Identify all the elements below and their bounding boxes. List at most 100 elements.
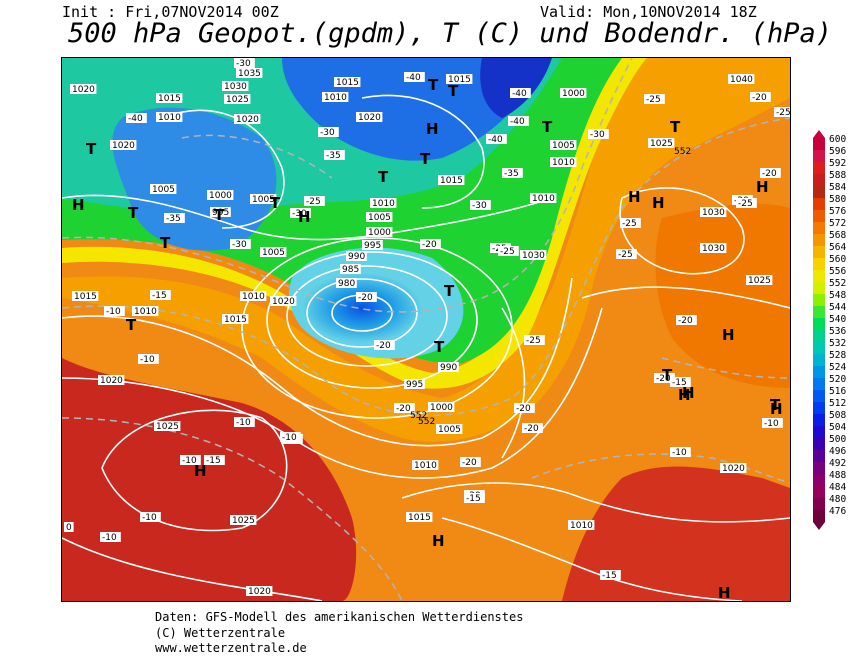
pressure-label: 1000 (560, 88, 587, 99)
color-scale-swatch (813, 342, 825, 354)
pressure-label: 990 (438, 362, 459, 373)
pressure-label: 1025 (648, 138, 675, 149)
svg-text:T: T (160, 234, 171, 252)
color-scale-label: 512 (829, 398, 847, 409)
svg-text:1020: 1020 (722, 464, 745, 474)
svg-text:990: 990 (440, 363, 457, 373)
temperature-label: -10 (140, 512, 161, 523)
svg-text:-25: -25 (500, 247, 515, 257)
svg-text:1015: 1015 (448, 75, 471, 85)
svg-text:1020: 1020 (72, 85, 95, 95)
svg-text:1010: 1010 (372, 199, 395, 209)
svg-text:H: H (682, 384, 695, 402)
svg-text:1015: 1015 (224, 315, 247, 325)
temperature-label: -25 (620, 218, 641, 229)
pressure-label: 1005 (550, 140, 577, 151)
svg-text:-35: -35 (166, 214, 181, 224)
svg-text:1030: 1030 (702, 208, 725, 218)
color-scale-label: 560 (829, 254, 847, 265)
svg-text:-10: -10 (236, 418, 251, 428)
pressure-label: 1010 (550, 157, 577, 168)
svg-text:T: T (542, 118, 553, 136)
high-pressure-marker: H (194, 462, 207, 480)
pressure-label: 1020 (98, 375, 125, 386)
temperature-label: -25 (616, 249, 637, 260)
init-time: Init : Fri,07NOV2014 00Z (62, 3, 279, 21)
svg-text:1005: 1005 (152, 185, 175, 195)
svg-text:H: H (426, 120, 439, 138)
pressure-label: 1015 (72, 291, 99, 302)
svg-text:-10: -10 (140, 355, 155, 365)
pressure-label: 1025 (230, 515, 257, 526)
svg-text:H: H (722, 326, 735, 344)
color-scale-swatch (813, 414, 825, 426)
color-scale-label: 576 (829, 206, 847, 217)
pressure-label: 995 (210, 207, 231, 218)
svg-text:1010: 1010 (552, 158, 575, 168)
temperature-label: -10 (762, 418, 783, 429)
color-scale-swatch (813, 222, 825, 234)
color-scale-label: 480 (829, 494, 847, 505)
svg-text:-30: -30 (232, 240, 247, 250)
svg-text:1000: 1000 (430, 403, 453, 413)
svg-text:H: H (756, 178, 769, 196)
svg-text:1030: 1030 (702, 244, 725, 254)
color-scale-label: 516 (829, 386, 847, 397)
color-scale-label: 584 (829, 182, 847, 193)
svg-text:-25: -25 (306, 197, 321, 207)
svg-text:1010: 1010 (324, 93, 347, 103)
svg-text:T: T (770, 396, 781, 414)
low-pressure-marker: T (770, 396, 781, 414)
temperature-label: -20 (420, 239, 441, 250)
pressure-label: 1020 (70, 84, 97, 95)
color-scale-label: 508 (829, 410, 847, 421)
svg-text:-15: -15 (206, 456, 221, 466)
svg-text:1000: 1000 (209, 191, 232, 201)
field-red-south (62, 358, 357, 601)
temperature-label: -35 (502, 168, 523, 179)
svg-text:1020: 1020 (100, 376, 123, 386)
temperature-label: -30 (588, 129, 609, 140)
high-pressure-marker: H (770, 400, 783, 418)
pressure-label: 1025 (746, 275, 773, 286)
low-pressure-marker: T (128, 204, 139, 222)
svg-text:1015: 1015 (408, 513, 431, 523)
svg-text:1015: 1015 (336, 78, 359, 88)
svg-text:-35: -35 (326, 151, 341, 161)
svg-text:-25: -25 (618, 250, 633, 260)
svg-text:H: H (718, 584, 731, 601)
svg-text:-10: -10 (282, 433, 297, 443)
svg-text:T: T (444, 282, 455, 300)
svg-text:995: 995 (406, 380, 423, 390)
svg-text:1030: 1030 (224, 82, 247, 92)
pressure-label: 1030 (700, 207, 727, 218)
color-scale-label: 528 (829, 350, 847, 361)
color-scale-swatch (813, 510, 825, 522)
svg-text:1035: 1035 (238, 69, 261, 79)
pressure-label: 1025 (154, 421, 181, 432)
svg-text:-30: -30 (472, 201, 487, 211)
color-scale-swatch (813, 330, 825, 342)
color-scale-swatch (813, 462, 825, 474)
pressure-label: 1015 (334, 77, 361, 88)
svg-text:-25: -25 (526, 336, 541, 346)
svg-text:995: 995 (212, 208, 229, 218)
svg-text:1010: 1010 (532, 194, 555, 204)
svg-text:552: 552 (410, 411, 427, 421)
high-pressure-marker: H (678, 386, 691, 404)
temperature-label: -10 (234, 417, 255, 428)
color-scale-label: 500 (829, 434, 847, 445)
high-pressure-marker: H (426, 120, 439, 138)
svg-text:H: H (628, 188, 641, 206)
temperature-label: -20 (514, 403, 535, 414)
color-scale-swatch (813, 174, 825, 186)
high-pressure-marker: H (628, 188, 641, 206)
svg-text:-20: -20 (752, 93, 767, 103)
color-scale-label: 568 (829, 230, 847, 241)
svg-text:-15: -15 (672, 378, 687, 388)
svg-text:-30: -30 (292, 209, 307, 219)
svg-text:1025: 1025 (156, 422, 179, 432)
color-scale-swatch (813, 282, 825, 294)
svg-text:-25: -25 (776, 108, 790, 118)
